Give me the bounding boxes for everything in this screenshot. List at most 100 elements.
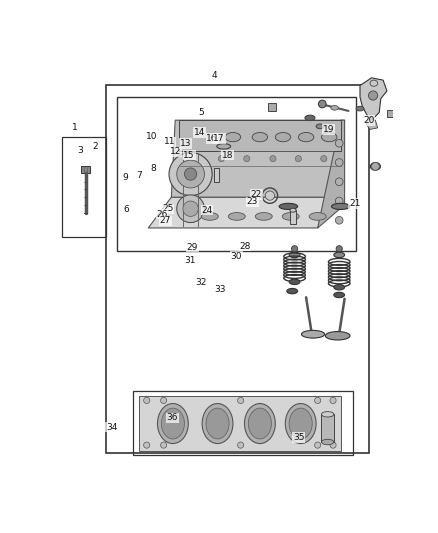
Text: 19: 19: [323, 125, 334, 134]
Ellipse shape: [331, 106, 339, 110]
Circle shape: [412, 127, 421, 136]
Circle shape: [336, 246, 342, 252]
Text: 12: 12: [170, 147, 181, 156]
Circle shape: [318, 100, 326, 108]
Circle shape: [144, 442, 150, 448]
Ellipse shape: [298, 133, 314, 142]
Text: 16: 16: [206, 134, 218, 143]
Circle shape: [314, 398, 321, 403]
Text: 36: 36: [166, 413, 178, 422]
Ellipse shape: [321, 439, 334, 445]
Text: 22: 22: [251, 190, 262, 199]
Polygon shape: [139, 396, 341, 451]
Ellipse shape: [252, 133, 268, 142]
Ellipse shape: [217, 144, 231, 149]
Circle shape: [336, 216, 343, 224]
Ellipse shape: [228, 213, 245, 220]
Text: 24: 24: [201, 206, 212, 215]
Bar: [290, 210, 296, 224]
Text: 20: 20: [363, 116, 374, 125]
Circle shape: [177, 160, 205, 188]
Text: 5: 5: [198, 108, 204, 117]
Text: 14: 14: [194, 128, 205, 137]
Bar: [268, 103, 276, 111]
Circle shape: [184, 168, 197, 180]
Circle shape: [161, 442, 167, 448]
Bar: [133, 391, 353, 455]
Circle shape: [336, 178, 343, 185]
Bar: [62, 137, 106, 237]
Text: 13: 13: [180, 139, 191, 148]
Circle shape: [169, 152, 212, 196]
Text: 23: 23: [247, 197, 258, 206]
Ellipse shape: [334, 292, 345, 297]
Polygon shape: [148, 197, 341, 228]
Ellipse shape: [325, 332, 350, 340]
Text: 30: 30: [230, 252, 242, 261]
Text: 29: 29: [187, 243, 198, 252]
Text: 1: 1: [71, 123, 77, 132]
Ellipse shape: [305, 115, 315, 120]
Ellipse shape: [282, 213, 299, 220]
Circle shape: [314, 442, 321, 448]
Circle shape: [330, 398, 336, 403]
Ellipse shape: [158, 403, 188, 443]
Ellipse shape: [321, 133, 337, 142]
Bar: [214, 168, 219, 182]
Ellipse shape: [285, 403, 316, 443]
Ellipse shape: [321, 411, 334, 417]
Ellipse shape: [276, 133, 291, 142]
Text: 25: 25: [162, 204, 173, 213]
Text: 32: 32: [195, 278, 207, 287]
Text: 6: 6: [123, 205, 129, 214]
Ellipse shape: [371, 163, 380, 170]
Circle shape: [237, 398, 244, 403]
Circle shape: [244, 156, 250, 161]
Ellipse shape: [309, 213, 326, 220]
Text: 18: 18: [222, 150, 233, 159]
Circle shape: [183, 201, 198, 216]
Circle shape: [291, 246, 298, 252]
Polygon shape: [179, 120, 341, 151]
Text: 26: 26: [156, 209, 168, 219]
Ellipse shape: [289, 252, 300, 257]
Circle shape: [336, 140, 343, 147]
Text: 33: 33: [215, 285, 226, 294]
Text: 34: 34: [106, 423, 117, 432]
Ellipse shape: [356, 106, 364, 111]
Circle shape: [371, 163, 379, 170]
Bar: [321, 414, 334, 442]
Circle shape: [336, 159, 343, 166]
Ellipse shape: [279, 203, 298, 209]
Ellipse shape: [290, 208, 296, 212]
Circle shape: [144, 398, 150, 403]
Circle shape: [295, 156, 301, 161]
Polygon shape: [171, 120, 345, 197]
Ellipse shape: [202, 403, 233, 443]
Text: 28: 28: [239, 241, 251, 251]
Ellipse shape: [334, 252, 345, 257]
Circle shape: [321, 156, 327, 161]
Ellipse shape: [316, 124, 324, 128]
Text: 4: 4: [212, 71, 217, 80]
Ellipse shape: [301, 330, 325, 338]
Ellipse shape: [334, 285, 345, 290]
Ellipse shape: [161, 408, 184, 439]
Polygon shape: [360, 78, 387, 119]
Text: 15: 15: [184, 150, 195, 159]
Text: 3: 3: [77, 146, 83, 155]
Ellipse shape: [248, 408, 272, 439]
Text: 10: 10: [146, 132, 158, 141]
Text: 21: 21: [349, 199, 360, 208]
Ellipse shape: [244, 403, 276, 443]
Bar: [81, 166, 91, 173]
Circle shape: [265, 191, 275, 200]
Text: 8: 8: [150, 164, 156, 173]
Ellipse shape: [289, 408, 312, 439]
Text: 31: 31: [184, 256, 196, 265]
Ellipse shape: [201, 213, 218, 220]
Text: 17: 17: [213, 134, 225, 143]
Text: 2: 2: [93, 142, 99, 150]
Ellipse shape: [289, 279, 300, 285]
Bar: [117, 97, 356, 251]
